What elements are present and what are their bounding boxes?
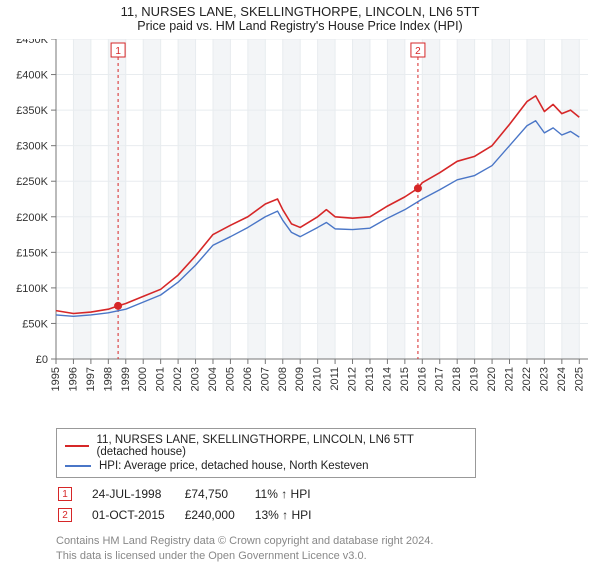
transaction-marker: 1	[58, 487, 72, 501]
svg-text:2007: 2007	[259, 367, 271, 391]
svg-text:£200K: £200K	[16, 212, 48, 224]
svg-text:2021: 2021	[504, 367, 516, 391]
svg-text:2005: 2005	[224, 367, 236, 391]
svg-text:2013: 2013	[364, 367, 376, 391]
svg-text:2023: 2023	[538, 367, 550, 391]
svg-text:£350K: £350K	[16, 105, 48, 117]
svg-text:2020: 2020	[486, 367, 498, 391]
svg-text:2022: 2022	[521, 367, 533, 391]
svg-text:£50K: £50K	[22, 318, 48, 330]
footer-attribution: Contains HM Land Registry data © Crown c…	[56, 534, 592, 564]
line-chart: 1995 1996 1997 1998 1999 2000 2001 2002 2003 2004…	[8, 39, 592, 417]
chart-title: 11, NURSES LANE, SKELLINGTHORPE, LINCOLN…	[8, 4, 592, 19]
svg-text:2006: 2006	[242, 367, 254, 391]
transaction-price: £240,000	[185, 505, 253, 524]
svg-text:2017: 2017	[434, 367, 446, 391]
svg-text:1999: 1999	[120, 367, 132, 391]
svg-text:£300K: £300K	[16, 141, 48, 153]
svg-text:2024: 2024	[556, 367, 568, 391]
transaction-date: 24-JUL-1998	[92, 484, 183, 503]
svg-text:£400K: £400K	[16, 70, 48, 82]
legend-label: HPI: Average price, detached house, Nort…	[99, 460, 369, 472]
svg-text:2014: 2014	[381, 367, 393, 391]
svg-text:1997: 1997	[85, 367, 97, 391]
svg-text:2008: 2008	[277, 367, 289, 391]
svg-text:2010: 2010	[312, 367, 324, 391]
transactions-table: 1 24-JUL-1998£74,75011% ↑ HPI 2 01-OCT-2015…	[56, 482, 331, 526]
legend-swatch	[65, 445, 89, 447]
svg-text:£0: £0	[36, 354, 48, 366]
svg-text:1995: 1995	[50, 367, 62, 391]
transaction-delta: 11% ↑ HPI	[255, 484, 330, 503]
svg-text:2012: 2012	[347, 367, 359, 391]
transaction-delta: 13% ↑ HPI	[255, 505, 330, 524]
transaction-row: 2 01-OCT-2015£240,00013% ↑ HPI	[58, 505, 329, 524]
transaction-date: 01-OCT-2015	[92, 505, 183, 524]
svg-text:2025: 2025	[573, 367, 585, 391]
legend: 11, NURSES LANE, SKELLINGTHORPE, LINCOLN…	[56, 428, 476, 478]
svg-text:2002: 2002	[172, 367, 184, 391]
transaction-price: £74,750	[185, 484, 253, 503]
footer-line-2: This data is licensed under the Open Gov…	[56, 549, 592, 564]
svg-text:2001: 2001	[155, 367, 167, 391]
svg-text:2000: 2000	[137, 367, 149, 391]
svg-text:£150K: £150K	[16, 247, 48, 259]
legend-label: 11, NURSES LANE, SKELLINGTHORPE, LINCOLN…	[97, 434, 468, 458]
svg-text:2009: 2009	[294, 367, 306, 391]
svg-text:£250K: £250K	[16, 176, 48, 188]
legend-item: 11, NURSES LANE, SKELLINGTHORPE, LINCOLN…	[65, 433, 467, 459]
chart-container: 11, NURSES LANE, SKELLINGTHORPE, LINCOLN…	[0, 0, 600, 570]
svg-text:2004: 2004	[207, 367, 219, 391]
svg-text:£100K: £100K	[16, 283, 48, 295]
legend-swatch	[65, 465, 91, 467]
transaction-marker: 2	[58, 508, 72, 522]
chart-subtitle: Price paid vs. HM Land Registry's House …	[8, 19, 592, 33]
svg-text:2018: 2018	[451, 367, 463, 391]
footer-line-1: Contains HM Land Registry data © Crown c…	[56, 534, 592, 549]
svg-text:2019: 2019	[469, 367, 481, 391]
svg-text:£450K: £450K	[16, 39, 48, 46]
chart-area: 1995 1996 1997 1998 1999 2000 2001 2002 2003 2004…	[8, 39, 592, 422]
svg-text:2: 2	[415, 46, 421, 57]
svg-text:1: 1	[115, 46, 121, 57]
svg-text:1996: 1996	[67, 367, 79, 391]
transaction-row: 1 24-JUL-1998£74,75011% ↑ HPI	[58, 484, 329, 503]
svg-text:1998: 1998	[102, 367, 114, 391]
legend-item: HPI: Average price, detached house, Nort…	[65, 459, 467, 473]
svg-text:2011: 2011	[329, 367, 341, 391]
svg-text:2003: 2003	[190, 367, 202, 391]
svg-text:2015: 2015	[399, 367, 411, 391]
svg-text:2016: 2016	[416, 367, 428, 391]
